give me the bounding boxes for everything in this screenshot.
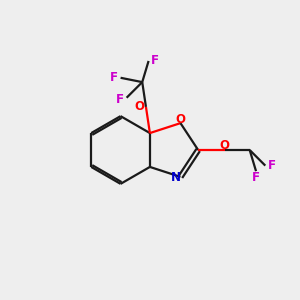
Text: O: O <box>134 100 145 113</box>
Text: N: N <box>171 171 181 184</box>
Text: O: O <box>176 113 185 126</box>
Text: F: F <box>268 159 276 172</box>
Text: F: F <box>252 170 260 184</box>
Text: F: F <box>110 71 118 84</box>
Text: F: F <box>151 55 159 68</box>
Text: O: O <box>220 139 230 152</box>
Text: F: F <box>116 93 124 106</box>
